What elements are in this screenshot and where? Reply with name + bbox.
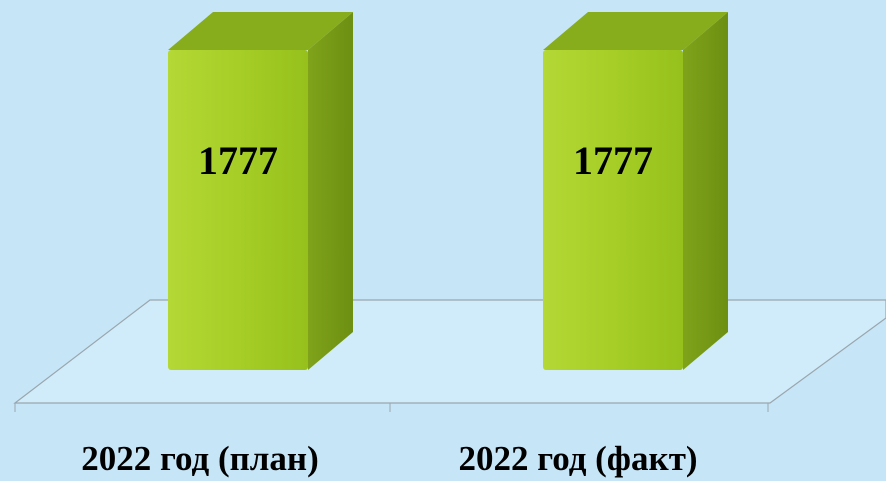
category-label: 2022 год (факт) — [458, 439, 697, 478]
bar-top — [543, 12, 728, 50]
bar-front — [543, 50, 683, 370]
value-label: 1777 — [198, 138, 278, 183]
bar — [543, 12, 728, 370]
bar-front — [168, 50, 308, 370]
bar-side — [308, 12, 353, 370]
bar-top — [168, 12, 353, 50]
floor — [13, 299, 886, 404]
category-label: 2022 год (план) — [81, 439, 319, 478]
bar — [168, 12, 353, 370]
value-label: 1777 — [573, 138, 653, 183]
bar-side — [683, 12, 728, 370]
